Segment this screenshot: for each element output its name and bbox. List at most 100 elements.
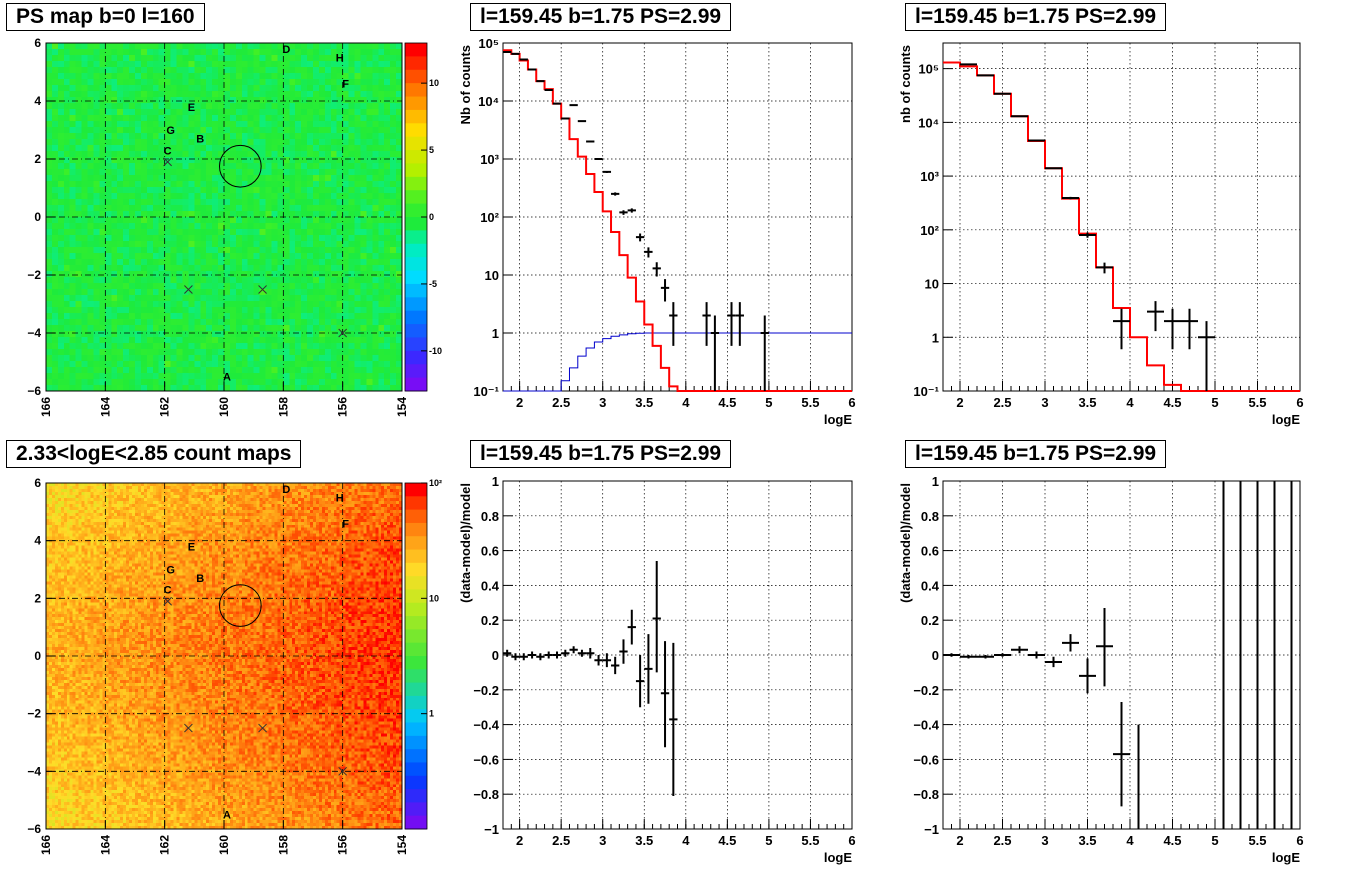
y-axis-label: (data-model)/model — [458, 483, 473, 603]
colorbar-segment — [405, 562, 427, 577]
source-cross — [184, 285, 193, 294]
panel-spectrum-top-right: 2 2.5 3 3.5 4 4.5 5 5.5 6 10⁻¹ 1 10 10² 10³ 10⁴ 10⁵ logE… — [895, 0, 1325, 440]
residual-point — [669, 642, 678, 796]
residual-point — [602, 653, 612, 668]
colorbar-segment — [405, 775, 427, 790]
source-label: F — [342, 518, 349, 530]
residual-point — [1062, 634, 1079, 652]
data-point — [1181, 308, 1198, 350]
source-label: C — [164, 145, 172, 157]
y-tick-label: −0.8 — [913, 787, 939, 802]
colorbar-segment — [405, 109, 427, 124]
residual-point — [1113, 701, 1130, 807]
x-tick-label: 156 — [336, 835, 350, 855]
colorbar-segment — [405, 789, 427, 803]
residual-point — [960, 655, 977, 659]
colorbar-tick-label: -10 — [429, 346, 442, 356]
x-tick-label: 3.5 — [1078, 395, 1096, 410]
colorbar-segment — [405, 682, 427, 697]
count-map-chart: 166 164 162 160 158 156 154 −6 −4 −2 0 2 4 6 A B C D E F G H 1… — [27, 476, 442, 855]
y-tick-label: −6 — [27, 384, 41, 398]
y-tick-label: 0.6 — [921, 544, 939, 559]
residual-bottom-right-title: l=159.45 b=1.75 PS=2.99 — [905, 440, 1167, 468]
x-tick-label: 2.5 — [552, 395, 570, 410]
data-point — [652, 262, 661, 277]
residual-point — [1045, 656, 1062, 668]
model-line — [503, 49, 852, 392]
x-axis-label: logE — [824, 412, 852, 427]
x-tick-label: 158 — [276, 835, 290, 855]
source-label: H — [336, 492, 344, 504]
y-tick-label: −4 — [27, 764, 41, 778]
colorbar-segment — [405, 749, 427, 763]
y-tick-label: 10⁴ — [478, 94, 499, 109]
data-point — [1164, 308, 1181, 350]
ps-map-chart: 166 164 162 160 158 156 154 −6 −4 −2 0 2 4 6 A B C D E F G H -… — [27, 36, 442, 417]
y-tick-label: 1 — [492, 326, 499, 341]
x-tick-label: 156 — [336, 397, 350, 417]
x-tick-label: 162 — [158, 835, 172, 855]
data-point — [619, 210, 628, 215]
data-point — [569, 104, 578, 107]
y-tick-label: −0.8 — [473, 787, 499, 802]
source-label: F — [342, 79, 349, 91]
colorbar-segment — [405, 602, 427, 617]
colorbar-segment — [405, 802, 427, 817]
residual-point — [660, 641, 670, 748]
y-tick-label: 0.4 — [921, 578, 940, 593]
source-label: A — [223, 372, 231, 384]
y-tick-label: 10⁴ — [918, 115, 939, 130]
x-tick-label: 5 — [1211, 395, 1218, 410]
y-tick-label: −0.4 — [473, 718, 499, 733]
data-point — [536, 80, 545, 83]
colorbar-segment — [405, 310, 427, 325]
residual-point — [635, 655, 645, 708]
y-axis-label: (data-model)/model — [898, 483, 913, 603]
colorbar-segment — [405, 297, 427, 312]
colorbar-segment — [405, 762, 427, 777]
x-tick-label: 4 — [1126, 833, 1134, 848]
colorbar-frame — [404, 482, 428, 830]
colorbar-segment — [405, 96, 427, 111]
y-tick-label: 0.4 — [481, 578, 500, 593]
y-tick-label: 1 — [932, 330, 939, 345]
panel-ps-map: 166 164 162 160 158 156 154 −6 −4 −2 0 2 4 6 A B C D E F G H -… — [0, 0, 442, 440]
data-point — [594, 158, 603, 160]
x-tick-label: 160 — [217, 835, 231, 855]
x-tick-label: 4.5 — [718, 833, 736, 848]
colorbar-segment — [405, 642, 427, 657]
residual-point — [1096, 608, 1113, 687]
x-tick-label: 154 — [395, 835, 409, 855]
x-tick-label: 5.5 — [801, 395, 819, 410]
x-tick-label: 3 — [599, 395, 606, 410]
x-tick-label: 3.5 — [1078, 833, 1096, 848]
panel-residual-bottom-right: 2 2.5 3 3.5 4 4.5 5 5.5 6 −1 −0.8 −0.6 −0.4 −0.2 0 0.2 0… — [895, 437, 1325, 875]
x-tick-label: 2.5 — [993, 833, 1011, 848]
colorbar-tick-label: 1 — [429, 709, 434, 719]
data-point — [735, 302, 744, 346]
colorbar-segment — [405, 377, 427, 392]
source-label: D — [282, 484, 290, 496]
x-tick-label: 5 — [765, 833, 772, 848]
y-tick-label: −2 — [27, 707, 41, 721]
colorbar-tick-label: 10 — [429, 593, 439, 603]
y-tick-label: 10 — [925, 277, 939, 292]
y-tick-label: −0.6 — [473, 752, 499, 767]
colorbar-segment — [405, 483, 427, 497]
x-tick-label: 6 — [1296, 395, 1303, 410]
residual-point — [544, 651, 553, 659]
spectrum-chart-top-middle: 2 2.5 3 3.5 4 4.5 5 5.5 6 10⁻¹ 1 10 10² 10³ 10⁴ 10⁵ logE… — [458, 36, 856, 427]
residual-point — [1079, 658, 1096, 694]
x-tick-label: 6 — [1296, 833, 1303, 848]
y-tick-label: −4 — [27, 326, 41, 340]
data-point — [1113, 308, 1130, 350]
x-tick-label: 164 — [98, 835, 112, 855]
source-label: H — [336, 53, 344, 65]
x-tick-label: 2.5 — [993, 395, 1011, 410]
data-point — [1045, 167, 1062, 170]
colorbar-tick-label: 10 — [429, 78, 439, 88]
colorbar-segment — [405, 217, 427, 231]
spectrum-top-middle-title: l=159.45 b=1.75 PS=2.99 — [470, 3, 732, 31]
psf-model-line — [503, 332, 852, 392]
y-axis-label: nb of counts — [898, 45, 913, 123]
